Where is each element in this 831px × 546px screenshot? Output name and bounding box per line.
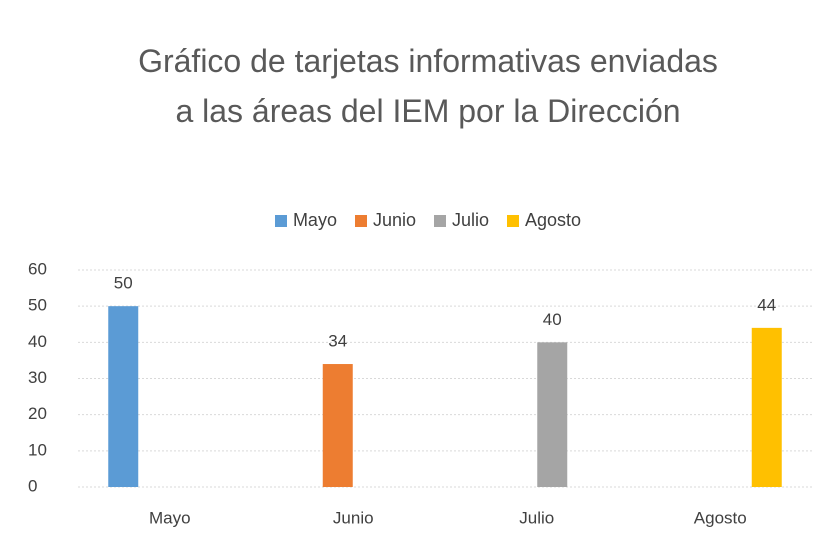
x-tick-label: Agosto [694, 508, 747, 527]
x-tick-label: Junio [333, 508, 374, 527]
legend-label: Mayo [292, 210, 337, 230]
bar [322, 364, 353, 487]
x-tick-label: Julio [519, 508, 554, 527]
bar [537, 342, 568, 487]
y-tick-label: 60 [28, 259, 47, 278]
legend-item: Julio [433, 210, 490, 231]
y-tick-label: 30 [28, 368, 47, 387]
data-label: 34 [328, 332, 347, 351]
x-tick-label: Mayo [149, 508, 191, 527]
y-tick-label: 40 [28, 332, 47, 351]
data-label: 40 [543, 310, 562, 329]
y-tick-label: 50 [28, 296, 47, 315]
y-tick-label: 10 [28, 440, 47, 459]
legend-label: Agosto [525, 210, 582, 230]
legend: Mayo Junio Julio Agosto [0, 210, 831, 231]
data-label: 44 [757, 295, 776, 314]
legend-swatch [274, 214, 287, 227]
data-label: 50 [114, 274, 133, 293]
legend-item: Agosto [507, 210, 581, 231]
legend-label: Julio [451, 210, 490, 230]
bar [108, 306, 139, 487]
legend-item: Mayo [274, 210, 337, 231]
legend-label: Junio [372, 210, 416, 230]
legend-swatch [507, 214, 520, 227]
bar [751, 327, 782, 487]
chart-title: Gráfico de tarjetas informativas enviada… [138, 43, 718, 129]
legend-swatch [354, 214, 367, 227]
y-tick-label: 20 [28, 404, 47, 423]
legend-swatch [433, 214, 446, 227]
y-tick-label: 0 [28, 476, 37, 495]
legend-item: Junio [354, 210, 416, 231]
